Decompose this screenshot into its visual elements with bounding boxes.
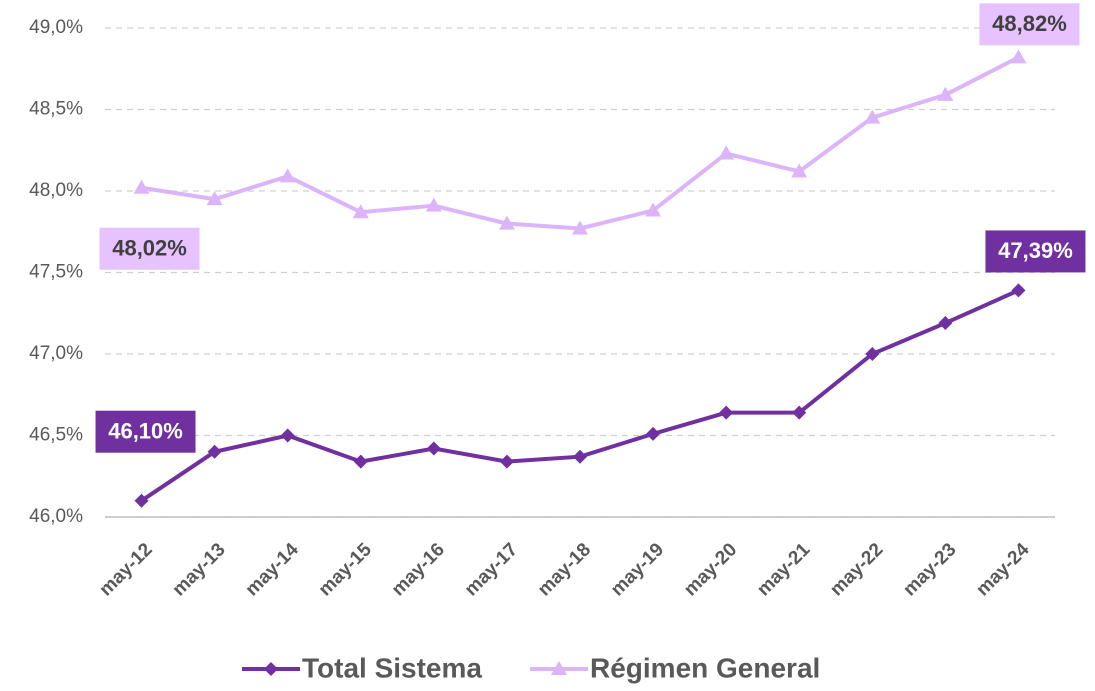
x-tick-label: may-16 xyxy=(388,539,449,600)
x-tick-label: may-20 xyxy=(680,539,741,600)
marker xyxy=(938,316,953,331)
marker xyxy=(353,454,368,469)
x-tick-label: may-24 xyxy=(972,539,1033,600)
y-tick-label: 46,0% xyxy=(29,506,83,527)
value-label-box xyxy=(99,227,200,270)
marker xyxy=(134,493,149,508)
marker xyxy=(426,441,441,456)
marker xyxy=(1011,283,1026,298)
marker xyxy=(792,405,807,420)
marker xyxy=(352,204,369,219)
value-label-box xyxy=(985,230,1086,273)
x-tick-label: may-19 xyxy=(607,539,668,600)
value-label-box xyxy=(979,3,1080,46)
marker xyxy=(280,428,295,443)
marker xyxy=(572,220,588,235)
y-tick-label: 48,0% xyxy=(29,180,83,201)
y-tick-label: 49,0% xyxy=(29,17,83,38)
marker xyxy=(279,168,296,183)
value-label: 48,82% xyxy=(992,11,1067,36)
series-line xyxy=(141,55,1020,231)
marker xyxy=(645,202,662,217)
marker xyxy=(206,191,223,206)
x-tick-label: may-22 xyxy=(826,539,887,600)
value-label: 48,02% xyxy=(112,236,187,261)
legend-label: Total Sistema xyxy=(302,652,482,683)
marker xyxy=(791,163,808,178)
x-tick-label: may-17 xyxy=(461,539,522,600)
x-tick-label: may-15 xyxy=(315,539,376,600)
legend-label: Régimen General xyxy=(590,652,820,683)
value-label: 47,39% xyxy=(998,238,1073,263)
marker xyxy=(864,109,881,124)
y-tick-label: 47,5% xyxy=(29,262,83,283)
x-tick-label: may-14 xyxy=(242,539,303,600)
y-tick-label: 47,0% xyxy=(29,343,83,364)
marker xyxy=(499,454,514,469)
marker xyxy=(718,145,735,160)
marker xyxy=(207,444,222,459)
y-tick-label: 46,5% xyxy=(29,425,83,446)
series-line xyxy=(140,288,1020,503)
marker xyxy=(498,215,515,230)
marker xyxy=(425,197,442,212)
marker xyxy=(133,179,150,194)
x-tick-label: may-13 xyxy=(169,539,230,600)
marker xyxy=(264,662,278,676)
x-tick-label: may-21 xyxy=(753,539,814,600)
marker xyxy=(573,449,587,464)
y-tick-label: 48,5% xyxy=(29,99,83,120)
marker xyxy=(719,405,734,420)
marker xyxy=(1010,49,1027,64)
value-label-box xyxy=(95,410,196,453)
marker xyxy=(937,86,954,101)
value-label: 46,10% xyxy=(108,419,183,444)
marker xyxy=(865,347,880,361)
x-tick-label: may-12 xyxy=(95,539,156,600)
marker xyxy=(646,426,661,441)
x-tick-label: may-23 xyxy=(899,539,960,600)
x-tick-label: may-18 xyxy=(534,539,595,600)
marker xyxy=(551,661,567,675)
